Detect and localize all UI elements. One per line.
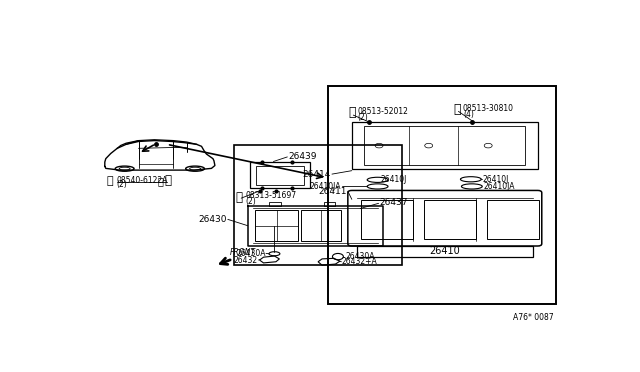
- Bar: [324, 202, 335, 206]
- Bar: [255, 210, 298, 241]
- Bar: [487, 200, 540, 240]
- Bar: [269, 202, 281, 206]
- Text: 26430: 26430: [198, 215, 227, 224]
- Text: A76* 0087: A76* 0087: [513, 314, 554, 323]
- Text: 26410JA: 26410JA: [484, 182, 515, 191]
- Text: 08540-6122A: 08540-6122A: [116, 176, 168, 185]
- Text: (2): (2): [246, 197, 257, 206]
- Text: Ⓢ: Ⓢ: [348, 106, 356, 119]
- Bar: [424, 200, 476, 240]
- Text: 26430A: 26430A: [237, 249, 266, 258]
- Bar: [361, 200, 413, 240]
- Text: 08513-30810: 08513-30810: [463, 104, 514, 113]
- Text: (2): (2): [358, 113, 369, 122]
- Text: FRONT: FRONT: [230, 248, 256, 257]
- Bar: [255, 166, 304, 185]
- Text: 08313-51697: 08313-51697: [246, 191, 297, 201]
- Bar: [352, 122, 538, 169]
- Bar: [364, 126, 525, 165]
- Text: Ⓢ: Ⓢ: [157, 176, 163, 186]
- Bar: [250, 162, 310, 189]
- Text: 26410J: 26410J: [483, 175, 509, 184]
- Bar: [356, 246, 533, 257]
- Bar: [234, 145, 403, 265]
- Text: Ⓢ: Ⓢ: [106, 176, 113, 186]
- Text: Ⓢ: Ⓢ: [164, 174, 172, 187]
- Text: 26411: 26411: [318, 187, 347, 196]
- Text: 26410J: 26410J: [380, 175, 406, 185]
- Text: 26410: 26410: [429, 246, 460, 256]
- Text: 26437: 26437: [380, 198, 408, 207]
- Text: 26410JA: 26410JA: [310, 182, 341, 191]
- Text: 08513-52012: 08513-52012: [358, 108, 408, 116]
- Text: 26439: 26439: [288, 152, 317, 161]
- Text: (4): (4): [463, 110, 474, 119]
- Bar: [301, 210, 341, 241]
- Text: 26432+A: 26432+A: [341, 257, 377, 266]
- Bar: [328, 86, 556, 304]
- Text: Ⓢ: Ⓢ: [236, 190, 242, 203]
- Text: 26414: 26414: [303, 170, 331, 179]
- Text: Ⓢ: Ⓢ: [453, 103, 461, 116]
- Text: 26430A: 26430A: [346, 252, 375, 261]
- Text: (2): (2): [116, 180, 127, 189]
- Text: 26432: 26432: [234, 256, 257, 264]
